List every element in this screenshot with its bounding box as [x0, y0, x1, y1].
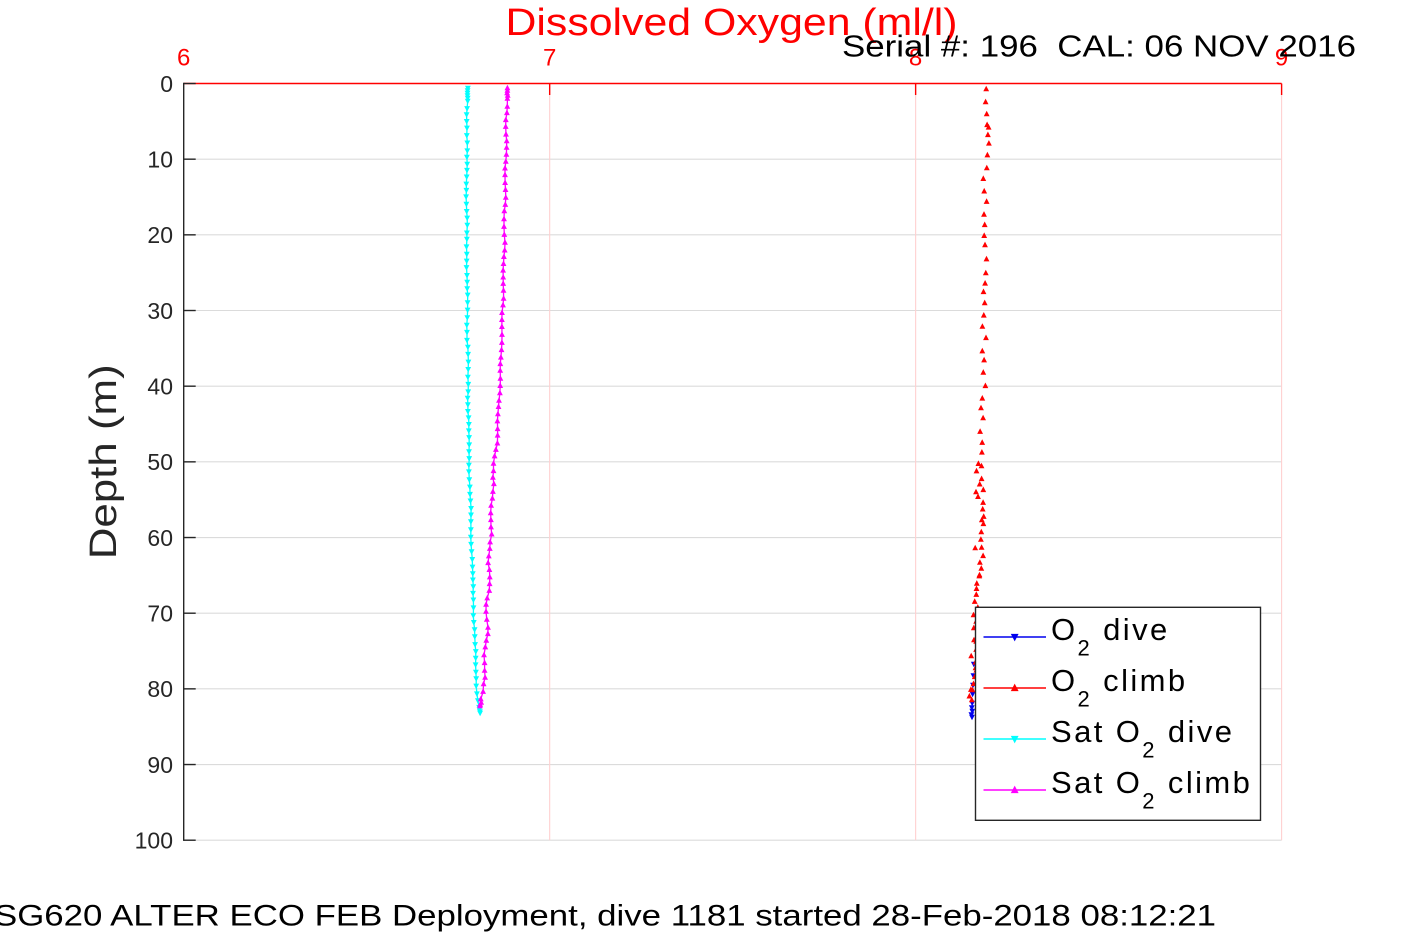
- svg-text:8: 8: [909, 45, 922, 72]
- svg-text:50: 50: [147, 449, 173, 475]
- svg-text:6: 6: [177, 45, 190, 72]
- svg-text:Dissolved Oxygen (ml/l): Dissolved Oxygen (ml/l): [506, 2, 958, 44]
- svg-text:30: 30: [147, 298, 173, 324]
- svg-text:20: 20: [147, 222, 173, 248]
- svg-text:70: 70: [147, 601, 173, 627]
- svg-text:100: 100: [135, 828, 173, 854]
- svg-text:10: 10: [147, 147, 173, 173]
- svg-text:Serial #: 196 CAL: 06 NOV 201: Serial #: 196 CAL: 06 NOV 2016: [842, 29, 1356, 64]
- svg-text:SG620 ALTER ECO FEB Deployment: SG620 ALTER ECO FEB Deployment, dive 118…: [0, 900, 1216, 933]
- svg-text:90: 90: [147, 752, 173, 778]
- svg-text:80: 80: [147, 676, 173, 702]
- svg-text:9: 9: [1275, 45, 1288, 72]
- svg-text:40: 40: [147, 374, 173, 400]
- svg-text:Depth (m): Depth (m): [83, 364, 125, 559]
- svg-text:0: 0: [160, 71, 173, 97]
- svg-text:7: 7: [543, 45, 556, 72]
- svg-text:60: 60: [147, 525, 173, 551]
